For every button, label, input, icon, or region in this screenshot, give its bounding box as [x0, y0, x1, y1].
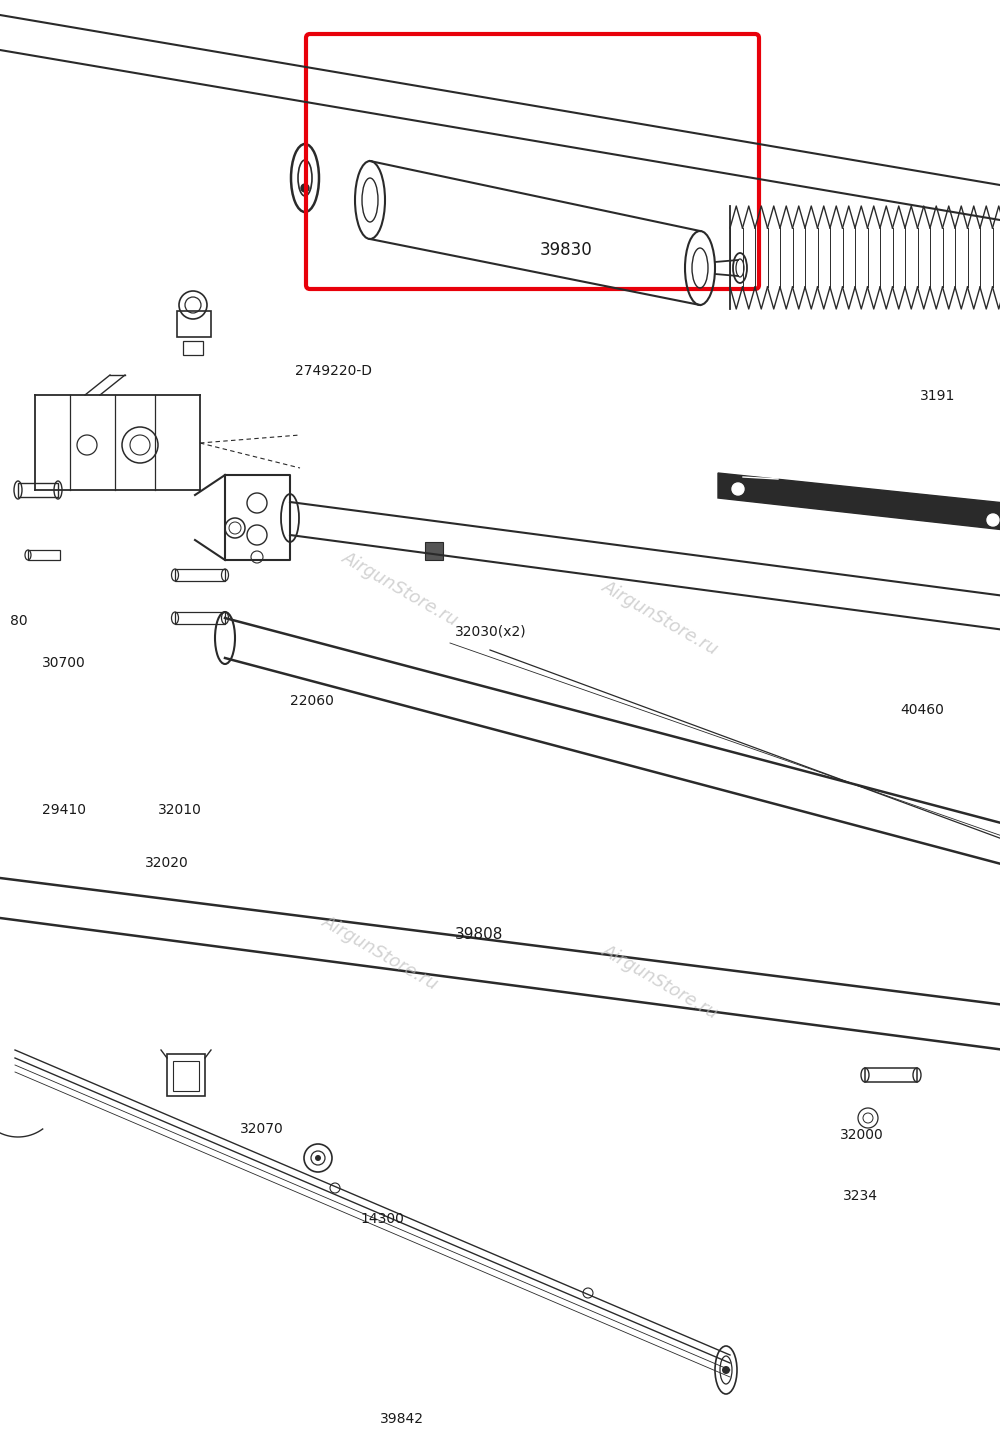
Circle shape — [722, 1366, 730, 1374]
Bar — [175, 613, 225, 624]
Polygon shape — [718, 473, 1000, 530]
Text: 32070: 32070 — [240, 1122, 284, 1136]
Text: 40460: 40460 — [900, 703, 944, 717]
Bar — [177, 311, 211, 338]
Text: 32030(x2): 32030(x2) — [455, 624, 527, 639]
Text: 32010: 32010 — [158, 803, 202, 818]
Text: 14300: 14300 — [360, 1212, 404, 1227]
Text: AirgunStore.ru: AirgunStore.ru — [599, 578, 721, 659]
Text: 29410: 29410 — [42, 803, 86, 818]
Bar — [167, 1053, 205, 1096]
Text: 3234: 3234 — [843, 1189, 878, 1203]
Text: 30700: 30700 — [42, 656, 86, 671]
Text: 2749220-D: 2749220-D — [295, 364, 372, 378]
Text: 32020: 32020 — [145, 856, 189, 870]
Text: 39830: 39830 — [540, 242, 593, 259]
Text: 80: 80 — [10, 614, 28, 629]
Bar — [175, 569, 225, 581]
Bar — [28, 550, 60, 560]
Text: AirgunStore.ru: AirgunStore.ru — [599, 941, 721, 1023]
Text: 22060: 22060 — [290, 694, 334, 709]
Text: AirgunStore.ru: AirgunStore.ru — [339, 549, 461, 630]
Bar — [183, 340, 203, 355]
Bar — [18, 483, 58, 498]
Bar — [425, 543, 443, 560]
Circle shape — [315, 1155, 321, 1161]
Text: 39808: 39808 — [455, 927, 503, 941]
Circle shape — [732, 483, 744, 495]
Bar — [865, 1068, 917, 1083]
Bar — [173, 1061, 199, 1091]
Circle shape — [987, 514, 999, 527]
Text: AirgunStore.ru: AirgunStore.ru — [319, 912, 441, 994]
Text: 39842: 39842 — [380, 1411, 424, 1426]
Text: 32000: 32000 — [840, 1128, 884, 1142]
Circle shape — [301, 183, 309, 192]
Text: 3191: 3191 — [920, 388, 955, 403]
